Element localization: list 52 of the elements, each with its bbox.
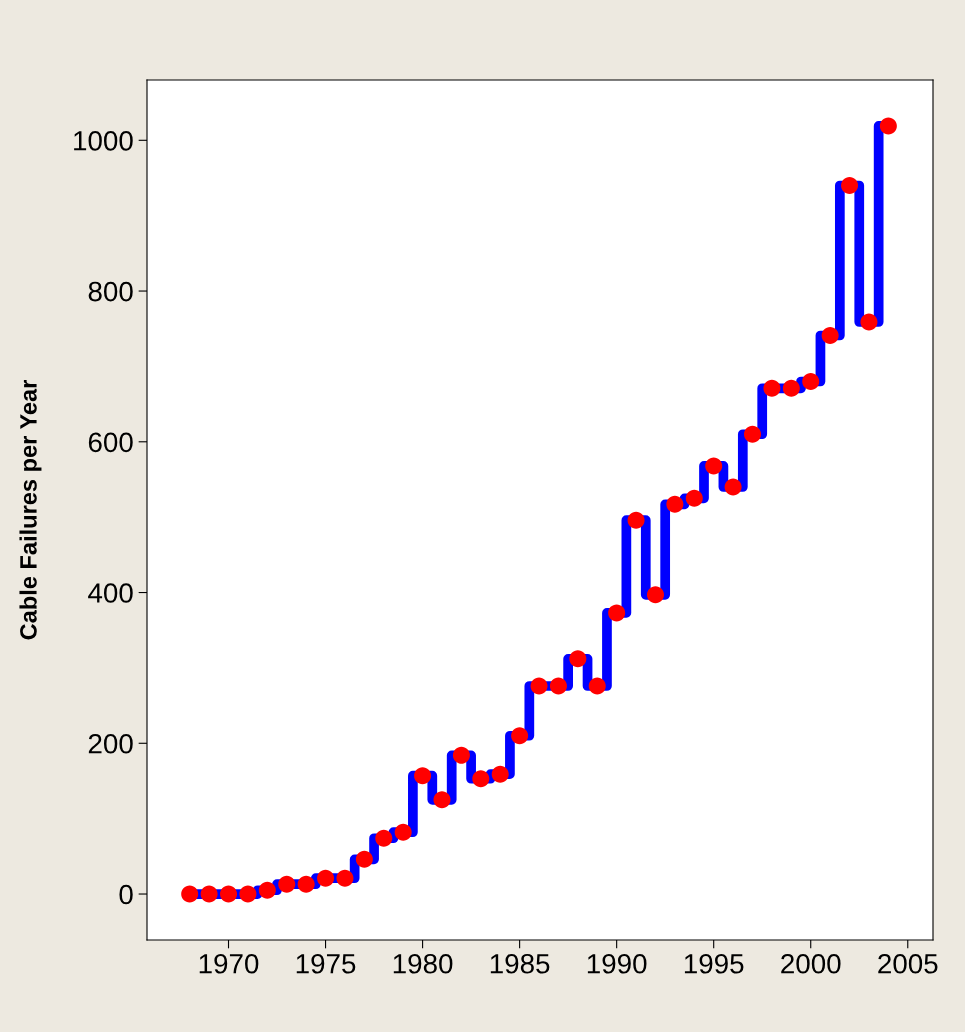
point [666, 495, 684, 513]
point [278, 875, 296, 893]
point [569, 650, 587, 668]
y-tick-label: 400 [88, 583, 133, 603]
point [297, 875, 315, 893]
y-tick-label: 0 [119, 884, 133, 905]
point [724, 478, 742, 496]
point [530, 677, 548, 695]
point [549, 677, 567, 695]
point [414, 767, 432, 785]
y-tick-label: 200 [88, 733, 133, 754]
point [588, 677, 606, 695]
point [646, 586, 664, 604]
point [258, 881, 276, 899]
y-axis-title: Cable Failures per Year [19, 379, 42, 640]
y-tick-label: 600 [88, 432, 133, 453]
point [879, 117, 897, 135]
x-tick-label: 1970 [199, 953, 259, 974]
point [355, 850, 373, 868]
y-tick-label: 1000 [74, 130, 133, 151]
point [200, 885, 218, 903]
point [802, 372, 820, 390]
point [394, 823, 412, 841]
point [627, 511, 645, 529]
point [491, 765, 509, 783]
point [181, 885, 199, 903]
point [763, 379, 781, 397]
point [608, 604, 626, 622]
point [472, 770, 490, 788]
y-tick-label: 800 [88, 281, 133, 302]
x-tick-label: 2000 [781, 953, 841, 974]
x-tick-label: 1995 [684, 953, 744, 974]
point [841, 177, 859, 195]
point [705, 457, 723, 475]
point [782, 379, 800, 397]
x-tick-label: 1980 [393, 953, 453, 974]
x-tick-label: 1975 [296, 953, 356, 974]
point [452, 746, 470, 764]
point [220, 885, 238, 903]
point [744, 425, 762, 443]
x-tick-label: 1990 [587, 953, 647, 974]
point [685, 489, 703, 507]
point [821, 327, 839, 345]
point [375, 829, 393, 847]
point [511, 727, 529, 745]
x-tick-label: 2005 [878, 953, 938, 974]
point [860, 313, 878, 331]
point [433, 791, 451, 809]
point [317, 869, 335, 887]
point [336, 869, 354, 887]
point [239, 885, 257, 903]
x-tick-label: 1985 [490, 953, 550, 974]
